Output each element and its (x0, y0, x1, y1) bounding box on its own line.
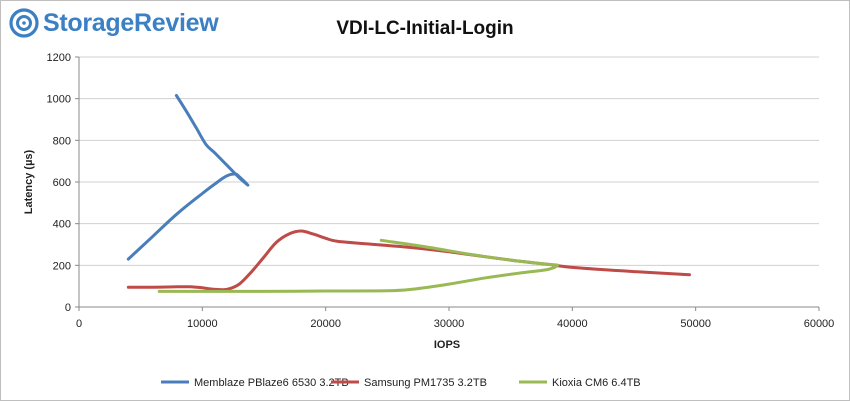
y-tick-label: 600 (53, 177, 71, 189)
x-tick-label: 20000 (310, 318, 341, 330)
y-tick-label: 1200 (47, 52, 71, 64)
x-axis-ticks: 0 10000 20000 30000 40000 50000 60000 (76, 307, 834, 330)
y-axis-title: Latency (µs) (23, 149, 35, 214)
axes (78, 57, 819, 308)
series-line-2 (157, 238, 559, 293)
x-tick-label: 60000 (804, 318, 835, 330)
x-tick-label: 10000 (187, 318, 218, 330)
x-axis-title: IOPS (434, 339, 460, 351)
gridlines (79, 56, 819, 266)
series-lines (126, 94, 691, 293)
y-tick-label: 0 (65, 302, 71, 314)
y-tick-label: 400 (53, 219, 71, 231)
legend-label-2: Kioxia CM6 6.4TB (552, 377, 641, 389)
brand-logo: StorageReview (9, 7, 219, 39)
legend: Memblaze PBlaze6 6530 3.2TB Samsung PM173… (161, 377, 641, 389)
y-tick-label: 800 (53, 135, 71, 147)
brand-name: StorageReview (43, 8, 219, 37)
series-line-1 (126, 229, 691, 292)
y-tick-label: 200 (53, 260, 71, 272)
x-tick-label: 0 (76, 318, 82, 330)
series-line-0 (126, 94, 250, 261)
storagereview-logo-icon (9, 8, 39, 38)
x-tick-label: 50000 (680, 318, 711, 330)
chart-title: VDI-LC-Initial-Login (336, 18, 513, 39)
y-tick-label: 1000 (47, 94, 71, 106)
x-tick-label: 40000 (557, 318, 588, 330)
legend-label-0: Memblaze PBlaze6 6530 3.2TB (194, 377, 349, 389)
legend-label-1: Samsung PM1735 3.2TB (364, 377, 487, 389)
y-axis-ticks: 0 200 400 600 800 1000 1200 (47, 52, 79, 314)
x-tick-label: 30000 (434, 318, 465, 330)
